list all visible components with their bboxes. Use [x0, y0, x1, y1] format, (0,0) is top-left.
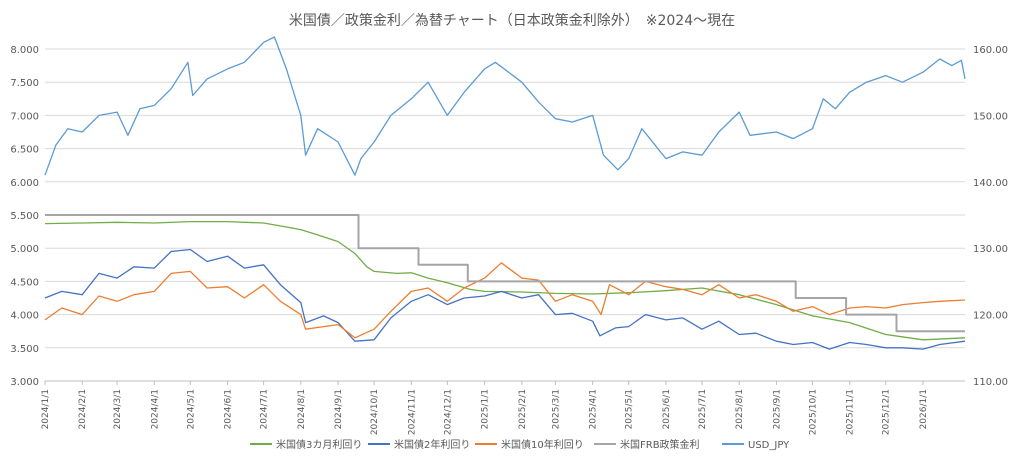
right-axis: 110.00 120.00 130.00 140.00 150.00 160.00: [973, 45, 1008, 388]
right-axis-tick-label: 140.00: [973, 178, 1008, 189]
x-axis-tick-label: 2024/3/1: [113, 389, 123, 429]
x-axis-tick-label: 2025/1/1: [481, 389, 491, 429]
x-axis-tick-label: 2024/8/1: [297, 389, 307, 429]
left-axis-tick-label: 7.000: [10, 111, 39, 122]
x-axis-tick-label: 2024/9/1: [334, 389, 344, 429]
legend-label: 米国債2年利回り: [394, 438, 470, 451]
left-axis-tick-label: 5.000: [10, 244, 39, 255]
left-axis-tick-label: 6.000: [10, 178, 39, 189]
chart-title: 米国債／政策金利／為替チャート（日本政策金利除外） ※2024～現在: [289, 12, 735, 29]
x-axis-tick-label: 2024/5/1: [186, 389, 196, 429]
left-axis-tick-label: 4.500: [10, 277, 39, 288]
x-axis-tick-label: 2024/11/1: [407, 389, 417, 435]
right-axis-tick-label: 120.00: [973, 311, 1008, 322]
series-line: [44, 220, 966, 341]
left-axis-tick-label: 3.000: [10, 377, 39, 388]
series-line: [44, 248, 966, 350]
x-axis-tick-label: 2024/6/1: [224, 389, 234, 429]
x-axis-tick-label: 2025/7/1: [698, 389, 708, 429]
legend: 米国債3カ月利回り 米国債2年利回り 米国債10年利回り 米国FRB政策金利 USD_J…: [250, 438, 790, 451]
right-axis-tick-label: 130.00: [973, 244, 1008, 255]
x-axis-tick-label: 2025/10/1: [808, 389, 818, 435]
x-axis: 2024/1/1 2024/2/1 2024/3/1 2024/4/1 2024/5/1…: [41, 380, 965, 435]
series-line: [44, 262, 966, 339]
x-axis-tick-label: 2025/3/1: [551, 389, 561, 429]
x-axis-tick-label: 2024/7/1: [260, 389, 270, 429]
left-axis-tick-label: 3.500: [10, 344, 39, 355]
series-layer: [44, 36, 966, 350]
series-line: [44, 36, 966, 176]
x-axis-tick-label: 2024/4/1: [150, 389, 160, 429]
x-axis-tick-label: 2024/10/1: [370, 389, 380, 435]
legend-label: 米国FRB政策金利: [620, 438, 700, 451]
x-axis-tick-label: 2024/12/1: [443, 389, 453, 435]
x-axis-tick-label: 2025/2/1: [518, 389, 528, 429]
left-axis-tick-label: 6.500: [10, 145, 39, 156]
left-axis-tick-label: 7.500: [10, 78, 39, 89]
x-axis-tick-label: 2025/5/1: [625, 389, 635, 429]
left-axis-tick-label: 5.500: [10, 211, 39, 222]
series-line: [45, 214, 965, 333]
left-axis-tick-label: 4.000: [10, 311, 39, 322]
x-axis-tick-label: 2025/6/1: [662, 389, 672, 429]
x-axis-tick-label: 2025/12/1: [882, 389, 892, 435]
left-axis: 3.000 3.500 4.000 4.500 5.000 5.500 6.000 6.500…: [10, 45, 39, 388]
legend-label: 米国債3カ月利回り: [276, 438, 362, 451]
left-axis-tick-label: 8.000: [10, 45, 39, 56]
x-axis-tick-label: 2024/1/1: [41, 389, 51, 429]
x-axis-tick-label: 2026/1/1: [919, 389, 929, 429]
legend-label: 米国債10年利回り: [501, 438, 584, 451]
x-axis-tick-label: 2025/4/1: [589, 389, 599, 429]
x-axis-tick-label: 2024/2/1: [78, 389, 88, 429]
right-axis-tick-label: 160.00: [973, 45, 1008, 56]
right-axis-tick-label: 110.00: [973, 377, 1008, 388]
x-axis-tick-label: 2025/11/1: [846, 389, 856, 435]
x-axis-tick-label: 2025/9/1: [772, 389, 782, 429]
right-axis-tick-label: 150.00: [973, 111, 1008, 122]
legend-label: USD_JPY: [748, 440, 790, 451]
x-axis-tick-label: 2025/8/1: [735, 389, 745, 429]
